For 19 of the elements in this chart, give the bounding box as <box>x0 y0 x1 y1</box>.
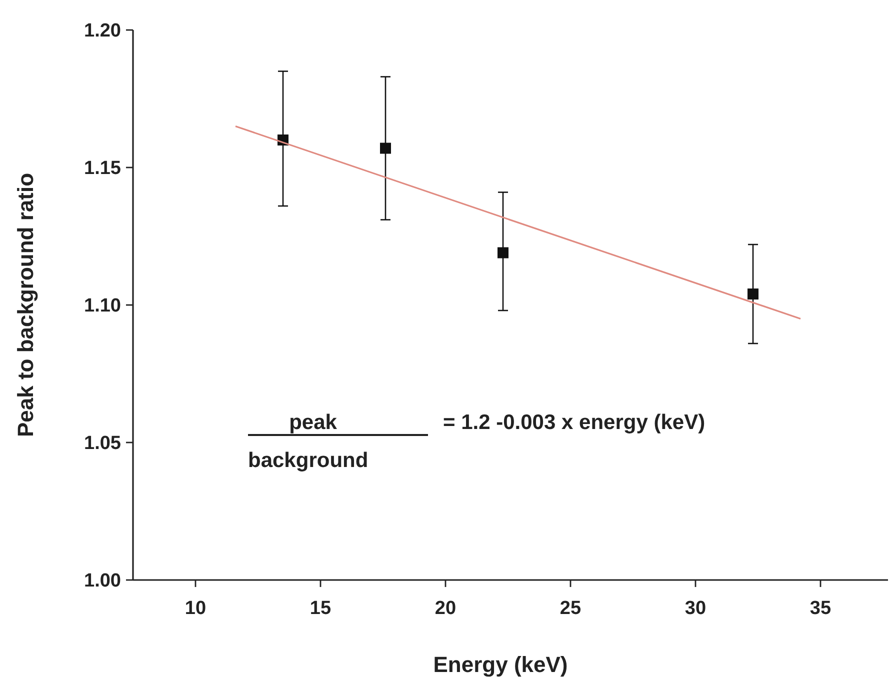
y-tick-label: 1.20 <box>84 20 121 42</box>
annotation: = 1.2 -0.003 x energy (keV) <box>443 411 706 434</box>
x-tick-label: 35 <box>810 598 832 619</box>
y-tick-label: 1.15 <box>84 158 122 180</box>
annotation: peak <box>289 411 338 434</box>
x-tick-label: 30 <box>684 598 706 619</box>
x-tick-label: 25 <box>560 598 582 619</box>
x-tick-label: 15 <box>310 598 332 619</box>
point <box>748 288 758 300</box>
point <box>380 142 391 154</box>
x-tick-label: 10 <box>184 598 206 619</box>
point <box>498 247 508 258</box>
x-axis-title: Energy (keV) <box>433 652 568 677</box>
annotation: background <box>248 449 368 472</box>
x-tick-label: 20 <box>434 598 456 619</box>
y-axis-title: Peak to background ratio <box>13 172 38 438</box>
y-tick-label: 1.00 <box>84 570 121 592</box>
y-tick-label: 1.10 <box>84 296 121 317</box>
y-tick-label: 1.05 <box>84 433 122 454</box>
